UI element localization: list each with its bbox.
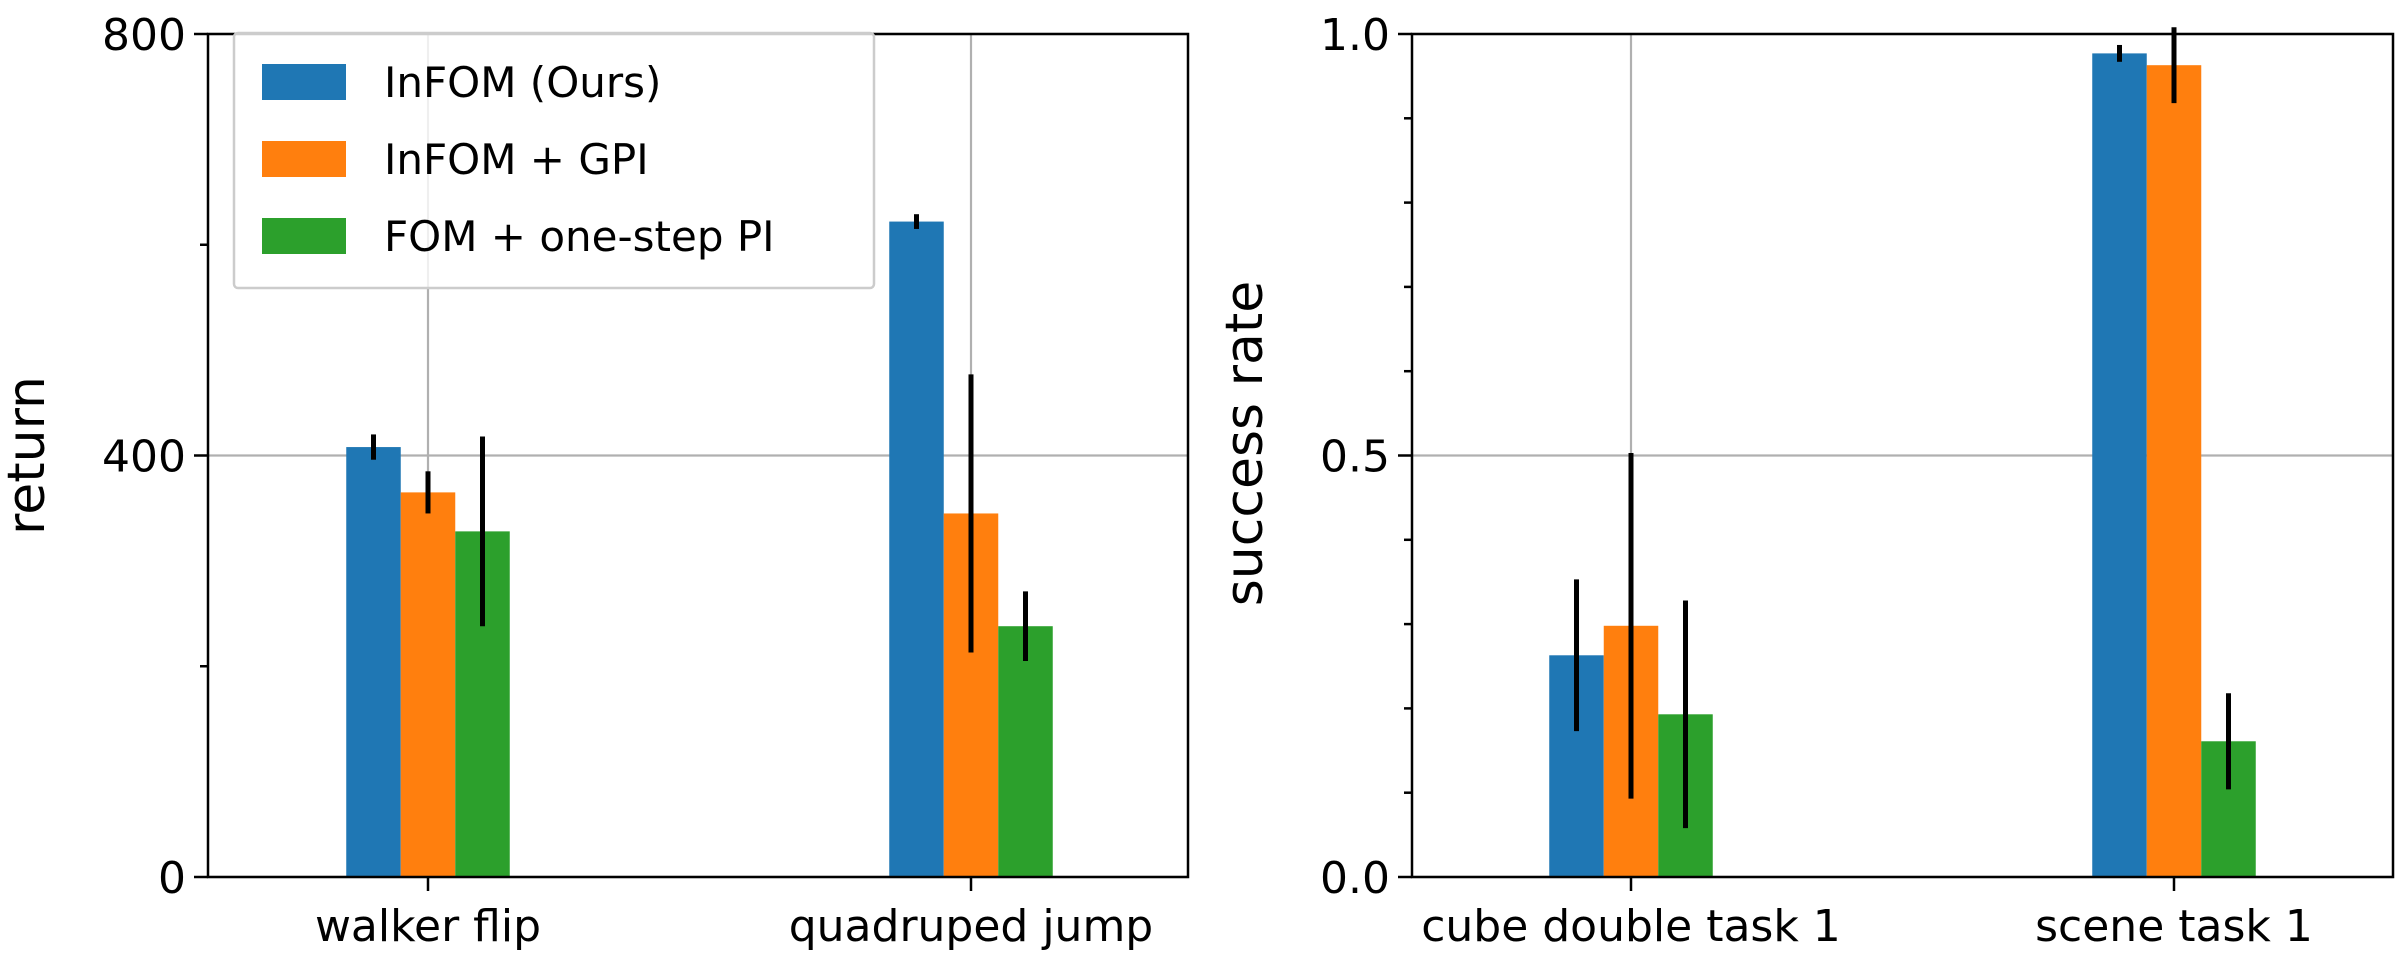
series-fom-one-step-pi: [455, 436, 1053, 877]
bar-infom-ours-walker-flip: [346, 447, 401, 877]
y-axis-label: success rate: [1215, 281, 1275, 607]
series-infom-gpi: [400, 374, 999, 877]
legend-label-fom-one-step-pi: FOM + one-step PI: [384, 212, 775, 261]
bar-fom-one-step-pi-quadruped-jump: [998, 626, 1053, 877]
x-tick-label: cube double task 1: [1421, 901, 1841, 952]
legend-label-infom-gpi: InFOM + GPI: [384, 135, 649, 184]
series-infom-gpi: [1603, 27, 2202, 878]
legend-swatch-fom-one-step-pi: [262, 218, 346, 254]
y-tick-label: 1.0: [1320, 10, 1390, 61]
y-tick-label: 0: [158, 853, 186, 904]
legend-box: [232, 31, 876, 290]
x-tick-label: scene task 1: [2035, 901, 2313, 952]
legend-label-infom-ours: InFOM (Ours): [384, 58, 661, 107]
series-infom-ours: [1549, 44, 2147, 878]
bar-infom-gpi-walker-flip: [400, 492, 456, 877]
x-axis: walker flip quadruped jump: [315, 877, 1153, 952]
y-axis-label: return: [0, 376, 57, 535]
y-tick-label: 800: [102, 10, 186, 61]
bar-infom-gpi-scene-task-1: [2146, 65, 2202, 878]
y-tick-label: 400: [102, 432, 186, 483]
y-axis: 0.0 0.5 1.0: [1320, 10, 1412, 904]
bar-infom-ours-scene-task-1: [2092, 53, 2147, 878]
legend: InFOM (Ours) InFOM + GPI FOM + one-step PI: [232, 31, 876, 290]
x-tick-label: quadruped jump: [789, 901, 1154, 952]
legend-swatch-infom-gpi: [262, 141, 346, 177]
x-axis: cube double task 1 scene task 1: [1421, 877, 2313, 952]
series-infom-ours: [346, 214, 944, 877]
x-tick-label: walker flip: [315, 901, 541, 952]
y-tick-label: 0.0: [1320, 853, 1390, 904]
bar-infom-ours-quadruped-jump: [889, 221, 944, 877]
return-panel: 0 400 800 walker flip quadruped jump return In…: [0, 10, 1190, 952]
success-rate-panel: 0.0 0.5 1.0 cube double task 1 scene task 1 s…: [1215, 10, 2395, 952]
y-tick-label: 0.5: [1320, 432, 1390, 483]
series-fom-one-step-pi: [1658, 600, 2256, 877]
y-axis: 0 400 800: [102, 10, 208, 904]
legend-swatch-infom-ours: [262, 64, 346, 100]
